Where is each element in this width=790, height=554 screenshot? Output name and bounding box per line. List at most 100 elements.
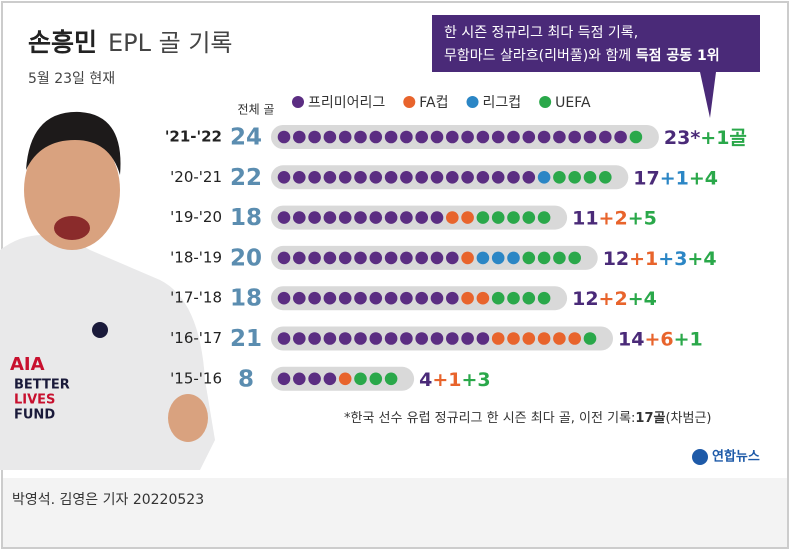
goal-dot (446, 171, 459, 184)
legend-label: UEFA (555, 95, 591, 111)
value-label-part: 17 (633, 167, 659, 189)
goal-dot (369, 211, 383, 224)
goal-dot (507, 130, 520, 144)
value-label-part: 14 (618, 328, 644, 350)
goal-dot (415, 332, 429, 345)
svg-text:FUND: FUND (14, 408, 55, 423)
total-value: 18 (230, 286, 262, 312)
goal-dot (537, 251, 551, 265)
goal-dot (537, 130, 551, 144)
legend-label: 리그컵 (483, 95, 522, 111)
goal-dot (293, 372, 306, 386)
total-value: 21 (230, 326, 262, 352)
goal-dot (583, 332, 597, 345)
goal-dot (537, 211, 551, 224)
total-value: 24 (230, 125, 262, 151)
goal-dot (293, 291, 306, 305)
goal-dot (568, 332, 581, 345)
goal-dot (461, 332, 474, 345)
goal-dot (323, 251, 337, 265)
goal-dot (369, 130, 383, 144)
goal-dot (338, 171, 352, 184)
goal-dot (415, 291, 429, 305)
goal-dot (293, 251, 306, 265)
value-label-part: +6 (644, 328, 673, 350)
goal-dot (400, 171, 413, 184)
goal-dot (507, 251, 520, 265)
goal-dot (400, 291, 413, 305)
goal-dot (507, 291, 520, 305)
legend-swatch (539, 96, 552, 108)
goal-dot (476, 332, 490, 345)
goal-dot (369, 332, 383, 345)
goal-dot (384, 211, 398, 224)
value-label: 12+1+3+4 (603, 247, 717, 269)
goal-dot (354, 332, 367, 345)
totals-label: 전체 골 (238, 103, 275, 117)
goal-dot (308, 171, 321, 184)
goal-dot (308, 372, 321, 386)
subtitle: 5월 23일 현재 (28, 71, 115, 87)
goal-dot (369, 251, 383, 265)
goal-dot (583, 171, 597, 184)
goal-dot (384, 332, 398, 345)
goal-dot (384, 291, 398, 305)
goal-dot (400, 211, 413, 224)
legend-label: 프리미어리그 (308, 95, 385, 111)
goal-dot (537, 171, 551, 184)
season-label: '19-'20 (170, 208, 222, 226)
goal-dot (476, 251, 490, 265)
value-label-part: +4 (689, 167, 718, 189)
callout-line: 무함마드 살라흐(리버풀)와 함께 득점 공동 1위 (444, 47, 720, 64)
legend-swatch (403, 96, 416, 108)
goal-dot (507, 211, 520, 224)
value-label: 17+1+4 (633, 167, 718, 189)
goal-dot (553, 332, 566, 345)
callout: 한 시즌 정규리그 최다 득점 기록, 무함마드 살라흐(리버풀)와 함께 득점… (432, 15, 760, 118)
goal-dot (308, 130, 321, 144)
season-label: '21-'22 (165, 128, 222, 146)
goal-dot (338, 291, 352, 305)
goal-dot (293, 130, 306, 144)
goal-dot (338, 372, 352, 386)
goal-dot (491, 211, 505, 224)
season-label: '17-'18 (170, 289, 222, 307)
goal-dot (308, 251, 321, 265)
goal-dot (354, 211, 367, 224)
goal-dot (430, 211, 444, 224)
goal-dot (369, 171, 383, 184)
goal-dot (415, 130, 429, 144)
value-label-part: 4 (419, 368, 432, 390)
goal-dot (476, 130, 490, 144)
title: 손흥민 (28, 28, 97, 57)
goal-dot (323, 171, 337, 184)
goal-dot (491, 291, 505, 305)
goal-dot (491, 251, 505, 265)
goal-dot (308, 332, 321, 345)
footer-band (3, 478, 787, 547)
goal-dot (461, 211, 474, 224)
value-label-part: +2 (599, 288, 628, 310)
goal-dot (277, 171, 291, 184)
goal-dot (461, 171, 474, 184)
player-photo: AIA BETTER LIVES FUND (0, 111, 215, 470)
goal-dot (476, 211, 490, 224)
svg-text:LIVES: LIVES (14, 393, 55, 408)
credit: 박영석. 김영은 기자 20220523 (12, 492, 204, 508)
goal-dot (354, 130, 367, 144)
goal-dot (476, 171, 490, 184)
value-label-part: 12 (572, 288, 598, 310)
value-label-part: +1 (629, 247, 658, 269)
goal-dot (430, 171, 444, 184)
goal-dot (277, 291, 291, 305)
goal-dot (384, 372, 398, 386)
goal-dot (522, 211, 536, 224)
value-label-part: +5 (628, 207, 657, 229)
goal-dot (430, 291, 444, 305)
goal-dot (277, 130, 291, 144)
goal-dot (446, 332, 459, 345)
goal-dot (323, 332, 337, 345)
goal-dot (522, 251, 536, 265)
value-label-part: 11 (572, 207, 598, 229)
